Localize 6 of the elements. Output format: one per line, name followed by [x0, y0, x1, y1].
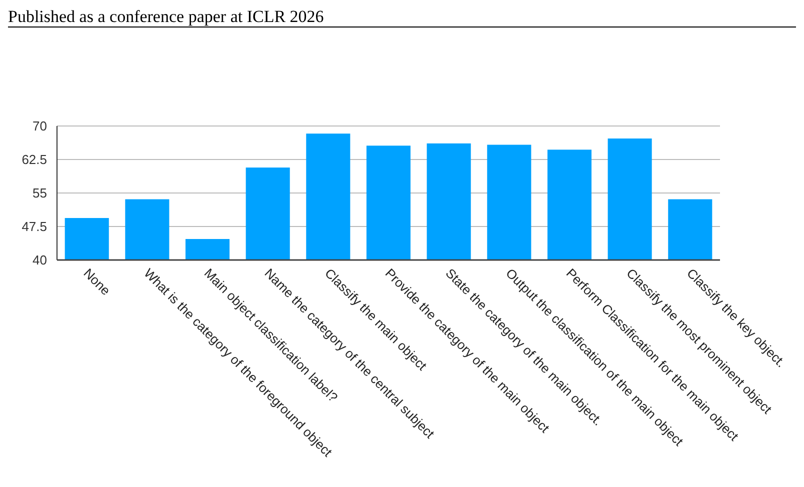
- y-tick-label: 40: [32, 252, 47, 268]
- y-tick-label: 55: [32, 186, 47, 201]
- y-tick-label: 47.5: [22, 219, 47, 234]
- y-tick-label: 70: [32, 118, 47, 134]
- text: Published as a conference paper at ICLR 2026: [8, 7, 324, 26]
- y-tick-label: 62.5: [22, 152, 47, 168]
